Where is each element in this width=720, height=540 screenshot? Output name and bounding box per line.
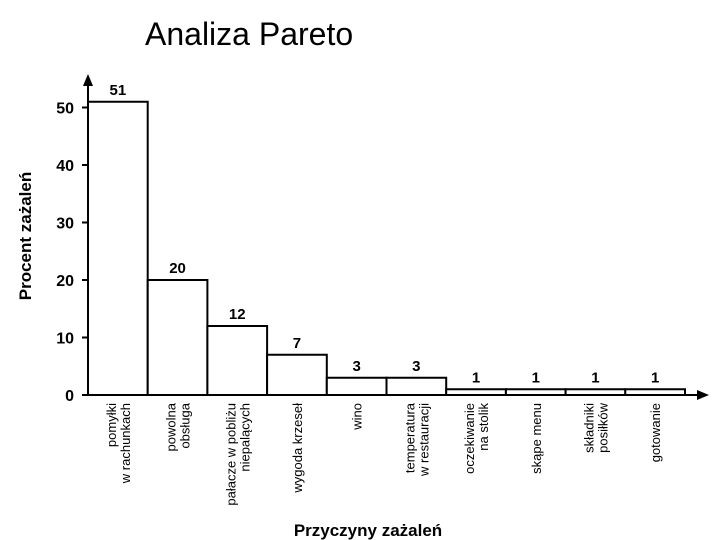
- data-labels: 51 20 12 7 3 3 1 1 1 1: [110, 82, 660, 387]
- data-label: 3: [412, 358, 420, 375]
- bar: [325, 376, 388, 396]
- data-label: 20: [169, 260, 186, 277]
- category-label-line: gotowanie: [648, 403, 663, 462]
- category-label-line: w rachunkach: [118, 403, 133, 484]
- category-label-line: oczekiwanie: [462, 403, 477, 474]
- y-axis-title: Procent zażaleń: [16, 172, 35, 301]
- y-tick-label: 20: [56, 273, 74, 290]
- bar: [266, 353, 328, 396]
- category-label: oczekiwanie na stolik: [462, 403, 491, 474]
- bar: [564, 388, 627, 396]
- category-label: pałacze w pobliżu niepalących: [223, 403, 252, 506]
- category-label-line: wygoda krzeseł: [290, 403, 305, 494]
- x-axis-arrow: [697, 390, 709, 400]
- category-label-line: obsługa: [178, 402, 193, 448]
- bars: [87, 100, 686, 396]
- y-tick-label: 10: [56, 331, 74, 348]
- category-label-line: temperatura: [402, 402, 417, 473]
- y-tick-label: 0: [65, 388, 74, 405]
- data-label: 3: [352, 358, 360, 375]
- category-label: wygoda krzeseł: [290, 403, 305, 494]
- bar: [624, 388, 686, 396]
- category-label: powolna obsługa: [164, 402, 193, 451]
- y-axis-ticks: 0 10 20 30 40 50: [56, 101, 88, 405]
- category-label: składniki posiłków: [581, 402, 610, 452]
- category-label: pomyłki w rachunkach: [104, 403, 133, 484]
- data-label: 1: [532, 369, 540, 386]
- category-label: temperatura w restauracji: [402, 402, 431, 477]
- category-label-line: składniki: [581, 403, 596, 453]
- bar: [206, 325, 269, 396]
- category-label-line: niepalących: [237, 403, 252, 472]
- y-tick-label: 40: [56, 158, 74, 175]
- bar: [87, 100, 149, 396]
- category-label: skąpe menu: [529, 403, 544, 474]
- data-label: 7: [293, 335, 301, 352]
- bar: [385, 376, 448, 396]
- bar: [504, 388, 567, 396]
- data-label: 1: [651, 369, 659, 386]
- category-label-line: w restauracji: [416, 403, 431, 477]
- category-label-line: posiłków: [595, 402, 610, 452]
- x-axis-title: Przyczyny zażaleń: [294, 521, 442, 540]
- category-label-line: na stolik: [476, 403, 491, 451]
- category-label: wino: [350, 403, 365, 431]
- y-axis-arrow: [83, 74, 93, 86]
- y-tick-label: 30: [56, 216, 74, 233]
- bar: [146, 279, 209, 396]
- y-tick-label: 50: [56, 101, 74, 118]
- data-label: 12: [229, 306, 246, 323]
- bar: [445, 388, 507, 396]
- category-label-line: wino: [350, 403, 365, 431]
- category-label-line: powolna: [164, 402, 179, 451]
- page-title: Analiza Pareto: [145, 16, 354, 52]
- data-label: 1: [472, 369, 480, 386]
- category-label-line: skąpe menu: [529, 403, 544, 474]
- category-labels: pomyłki w rachunkach powolna obsługa pałacze…: [104, 402, 663, 505]
- category-label: gotowanie: [648, 403, 663, 462]
- category-label-line: pomyłki: [104, 403, 119, 447]
- data-label: 1: [591, 369, 599, 386]
- data-label: 51: [110, 82, 127, 99]
- category-label-line: pałacze w pobliżu: [223, 403, 238, 506]
